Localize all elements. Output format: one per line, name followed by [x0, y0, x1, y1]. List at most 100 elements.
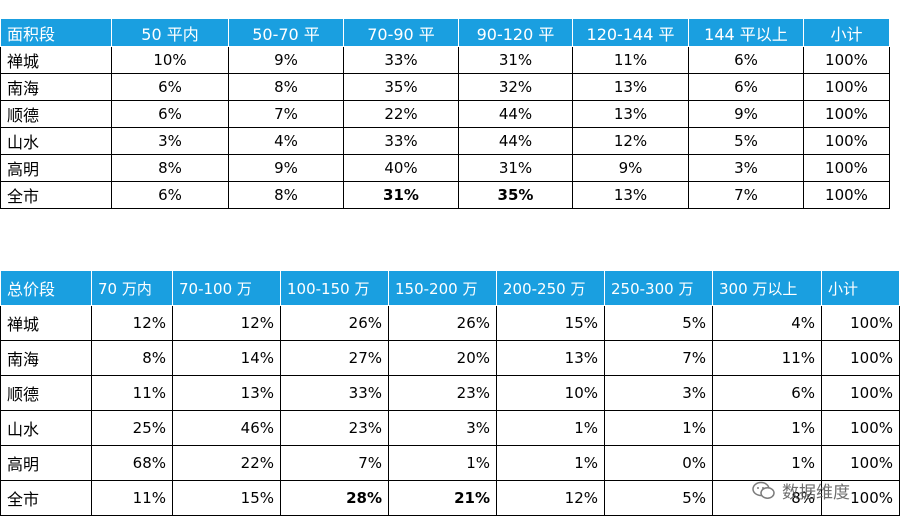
table-cell: 35% [343, 73, 459, 101]
table-cell: 100% [803, 100, 890, 128]
table-cell: 40% [343, 154, 459, 182]
table-cell: 8% [111, 154, 229, 182]
header-cell: 250-300 万 [604, 270, 713, 306]
table-row: 高明 8% 9% 40% 31% 9% 3% 100% [0, 154, 890, 182]
table-cell: 12% [172, 305, 281, 341]
table-cell: 1% [712, 410, 822, 446]
table-cell: 100% [821, 410, 900, 446]
header-cell: 70 万内 [91, 270, 173, 306]
table-cell: 6% [688, 46, 804, 74]
table-cell: 9% [688, 100, 804, 128]
table-cell: 46% [172, 410, 281, 446]
table-row: 南海 8% 14% 27% 20% 13% 7% 11% 100% [0, 340, 900, 376]
row-label: 南海 [0, 340, 92, 376]
table-row: 禅城 12% 12% 26% 26% 15% 5% 4% 100% [0, 305, 900, 341]
table-cell: 13% [572, 73, 689, 101]
price-distribution-table: 总价段 70 万内 70-100 万 100-150 万 150-200 万 2… [0, 270, 900, 516]
table-row: 顺德 6% 7% 22% 44% 13% 9% 100% [0, 100, 890, 128]
table-cell: 32% [458, 73, 573, 101]
table-cell: 12% [91, 305, 173, 341]
table-cell: 22% [343, 100, 459, 128]
table-cell: 3% [688, 154, 804, 182]
highlight-cell: 35% [458, 181, 573, 209]
table-cell: 33% [343, 46, 459, 74]
table-cell: 5% [604, 480, 713, 516]
table-cell: 100% [803, 73, 890, 101]
table-cell: 11% [572, 46, 689, 74]
table-cell: 100% [821, 340, 900, 376]
header-cell: 100-150 万 [280, 270, 389, 306]
table-cell: 25% [91, 410, 173, 446]
table-cell: 9% [572, 154, 689, 182]
header-cell: 小计 [803, 18, 890, 47]
table-cell: 3% [388, 410, 497, 446]
table-cell: 13% [572, 181, 689, 209]
table-cell: 15% [496, 305, 605, 341]
table-cell: 27% [280, 340, 389, 376]
table-cell: 11% [91, 375, 173, 411]
table-cell: 7% [688, 181, 804, 209]
table-cell: 100% [803, 181, 890, 209]
header-cell: 120-144 平 [572, 18, 689, 47]
table-cell: 6% [712, 375, 822, 411]
table-cell: 7% [280, 445, 389, 481]
row-label: 南海 [0, 73, 112, 101]
table-cell: 1% [604, 410, 713, 446]
table-cell: 31% [458, 46, 573, 74]
row-label: 全市 [0, 181, 112, 209]
table-cell: 33% [280, 375, 389, 411]
table-header-row: 总价段 70 万内 70-100 万 100-150 万 150-200 万 2… [0, 270, 900, 306]
table-cell: 6% [111, 73, 229, 101]
table-cell: 22% [172, 445, 281, 481]
table-cell: 3% [111, 127, 229, 155]
table-cell: 7% [228, 100, 344, 128]
table-cell: 5% [604, 305, 713, 341]
header-cell: 300 万以上 [712, 270, 822, 306]
table-cell: 7% [604, 340, 713, 376]
table-cell: 6% [111, 181, 229, 209]
header-cell: 50 平内 [111, 18, 229, 47]
table-cell: 23% [388, 375, 497, 411]
table-row: 高明 68% 22% 7% 1% 1% 0% 1% 100% [0, 445, 900, 481]
header-cell: 小计 [821, 270, 900, 306]
table-cell: 1% [712, 445, 822, 481]
table-cell: 23% [280, 410, 389, 446]
table-cell: 8% [712, 480, 822, 516]
table-cell: 11% [91, 480, 173, 516]
table-cell: 44% [458, 100, 573, 128]
table-cell: 100% [803, 154, 890, 182]
table-cell: 3% [604, 375, 713, 411]
table-row-total: 全市 6% 8% 31% 35% 13% 7% 100% [0, 181, 890, 209]
header-cell: 200-250 万 [496, 270, 605, 306]
highlight-cell: 21% [388, 480, 497, 516]
table-cell: 9% [228, 46, 344, 74]
header-cell: 70-90 平 [343, 18, 459, 47]
header-cell: 70-100 万 [172, 270, 281, 306]
table-cell: 10% [496, 375, 605, 411]
header-cell: 90-120 平 [458, 18, 573, 47]
table-cell: 8% [91, 340, 173, 376]
table-cell: 0% [604, 445, 713, 481]
table-cell: 6% [688, 73, 804, 101]
table-cell: 12% [572, 127, 689, 155]
table-cell: 4% [228, 127, 344, 155]
table-cell: 100% [821, 305, 900, 341]
table-row-total: 全市 11% 15% 28% 21% 12% 5% 8% 100% [0, 480, 900, 516]
table-cell: 100% [821, 375, 900, 411]
row-label: 山水 [0, 410, 92, 446]
table-row: 禅城 10% 9% 33% 31% 11% 6% 100% [0, 46, 890, 74]
table-cell: 11% [712, 340, 822, 376]
highlight-cell: 31% [343, 181, 459, 209]
table-cell: 1% [496, 410, 605, 446]
table-cell: 15% [172, 480, 281, 516]
row-label: 山水 [0, 127, 112, 155]
highlight-cell: 28% [280, 480, 389, 516]
table-cell: 1% [496, 445, 605, 481]
table-cell: 10% [111, 46, 229, 74]
table-row: 山水 3% 4% 33% 44% 12% 5% 100% [0, 127, 890, 155]
header-cell: 144 平以上 [688, 18, 804, 47]
row-label: 全市 [0, 480, 92, 516]
row-label: 顺德 [0, 375, 92, 411]
table-cell: 14% [172, 340, 281, 376]
table-cell: 9% [228, 154, 344, 182]
